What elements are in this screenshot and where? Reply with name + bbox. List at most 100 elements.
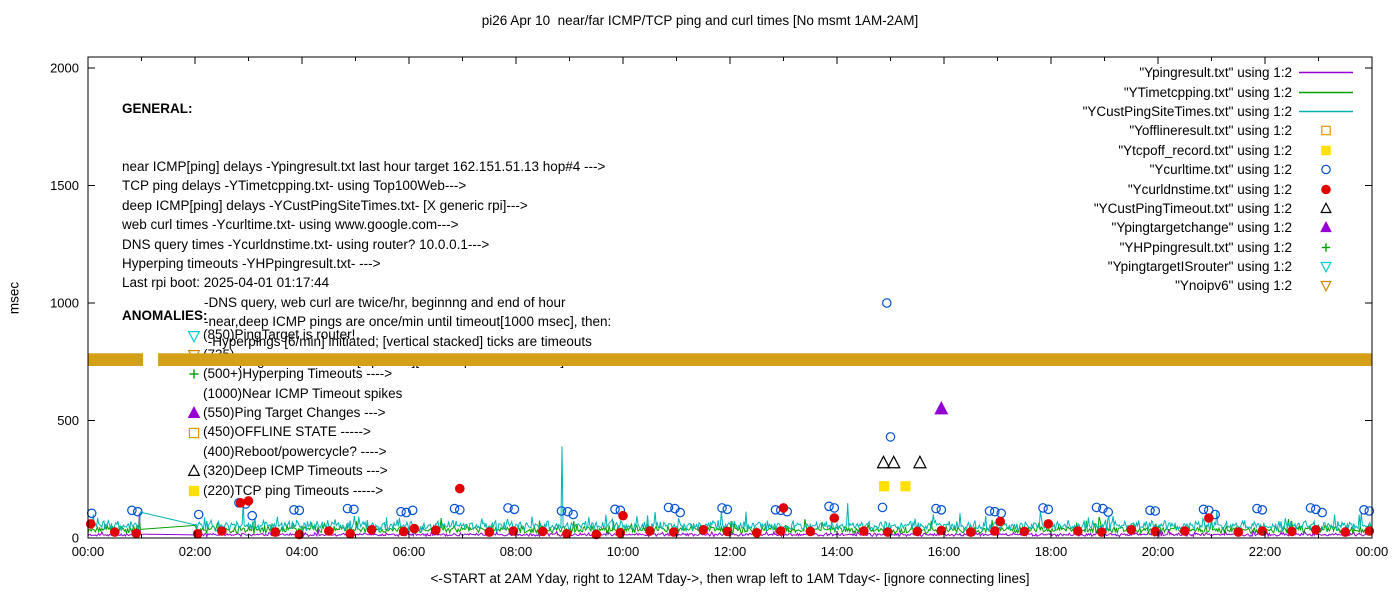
data-point bbox=[663, 502, 674, 513]
general-line: Last rpi boot: 2025-04-01 01:17:44 bbox=[122, 275, 330, 291]
data-point bbox=[1180, 526, 1190, 536]
anomalies-heading: ANOMALIES: bbox=[122, 308, 208, 323]
data-point bbox=[591, 529, 602, 540]
line-YCustPingSiteTimes.txt bbox=[87, 446, 1373, 534]
data-point bbox=[1364, 506, 1375, 516]
anomaly-text: (320)Deep ICMP Timeouts ---> bbox=[203, 463, 388, 479]
general-line: web curl times -Ycurltime.txt- using www… bbox=[122, 217, 459, 233]
data-point bbox=[86, 508, 97, 519]
chart-title: pi26 Apr 10 near/far ICMP/TCP ping and c… bbox=[481, 13, 919, 28]
legend-item: "Ypingresult.txt" using 1:2 bbox=[1083, 63, 1356, 82]
legend-label: "Ypingresult.txt" using 1:2 bbox=[1139, 65, 1292, 81]
data-point bbox=[294, 505, 305, 516]
data-point bbox=[1204, 513, 1214, 523]
x-tick-label: 04:00 bbox=[286, 544, 319, 559]
anomaly-item: (400)Reboot/powercycle? ----> bbox=[186, 442, 402, 461]
data-point bbox=[610, 504, 620, 515]
data-point bbox=[1098, 503, 1108, 514]
data-point bbox=[484, 527, 495, 537]
data-point bbox=[1364, 526, 1375, 536]
data-point bbox=[912, 526, 923, 537]
data-point bbox=[1043, 519, 1054, 529]
data-point bbox=[509, 504, 520, 515]
data-point bbox=[1257, 526, 1268, 536]
square-open-icon bbox=[1321, 126, 1331, 136]
legend-marker bbox=[1296, 123, 1356, 138]
legend-item: "YCustPingSiteTimes.txt" using 1:2 bbox=[1083, 102, 1356, 121]
legend: "Ypingresult.txt" using 1:2 "YTimetcpping… bbox=[1083, 63, 1356, 296]
legend-marker bbox=[1296, 201, 1356, 216]
data-point bbox=[881, 298, 892, 308]
square-filled-icon bbox=[1321, 145, 1331, 156]
x-tick-label: 18:00 bbox=[1035, 544, 1068, 559]
x-tick-label: 12:00 bbox=[714, 544, 747, 559]
triangle-up-filled-icon bbox=[187, 406, 201, 419]
data-point bbox=[270, 527, 281, 537]
y-tick-label: 2000 bbox=[50, 61, 79, 76]
legend-label: "YpingtargetISrouter" using 1:2 bbox=[1107, 259, 1292, 275]
data-point bbox=[1073, 526, 1083, 536]
data-point bbox=[1103, 507, 1113, 517]
legend-marker bbox=[1296, 104, 1356, 119]
data-point bbox=[936, 525, 947, 536]
legend-item: "Ycurltime.txt" using 1:2 bbox=[1083, 160, 1356, 179]
anomaly-text: (500+)Hyperping Timeouts ----> bbox=[203, 366, 393, 382]
data-point bbox=[1150, 506, 1161, 516]
data-point bbox=[193, 509, 204, 520]
general-line: near ICMP[ping] delays -Ypingresult.txt … bbox=[122, 159, 606, 175]
plus-open-icon bbox=[1321, 243, 1331, 252]
legend-label: "Ycurldnstime.txt" using 1:2 bbox=[1127, 181, 1292, 197]
legend-marker bbox=[1296, 220, 1356, 235]
legend-item: "Ynoipv6" using 1:2 bbox=[1083, 276, 1356, 295]
anomaly-text: (450)OFFLINE STATE -----> bbox=[203, 424, 371, 440]
x-tick-label: 00:00 bbox=[1356, 544, 1389, 559]
anomaly-item: (220)TCP ping Timeouts -----> bbox=[186, 481, 402, 500]
circle-open-icon bbox=[1321, 164, 1331, 175]
anomaly-item: (320)Deep ICMP Timeouts ---> bbox=[186, 461, 402, 480]
triangle-up-open-icon bbox=[187, 464, 201, 477]
y-tick-label: 0 bbox=[72, 531, 79, 546]
x-tick-label: 08:00 bbox=[500, 544, 533, 559]
legend-label: "YTimetcpping.txt" using 1:2 bbox=[1123, 84, 1292, 100]
data-point bbox=[934, 401, 949, 415]
data-point bbox=[294, 529, 305, 540]
data-point bbox=[454, 483, 465, 494]
data-point bbox=[882, 527, 893, 537]
general-line: -near,deep ICMP pings are once/min until… bbox=[204, 314, 612, 330]
legend-marker bbox=[1296, 143, 1356, 158]
data-point bbox=[1038, 503, 1048, 513]
data-point bbox=[1359, 504, 1369, 515]
data-point bbox=[1317, 507, 1327, 518]
data-point bbox=[110, 527, 120, 537]
data-point bbox=[877, 502, 888, 513]
square-filled-icon bbox=[188, 485, 200, 496]
data-point bbox=[1126, 524, 1137, 535]
data-point bbox=[936, 504, 947, 515]
data-point bbox=[675, 507, 685, 518]
noipv6-band bbox=[88, 353, 144, 366]
triangle-up-open-icon bbox=[1320, 201, 1332, 214]
data-point bbox=[349, 504, 359, 515]
legend-label: "Ynoipv6" using 1:2 bbox=[1175, 278, 1292, 294]
anomaly-item: (1000)Near ICMP Timeout spikes bbox=[186, 384, 402, 403]
legend-label: "Ytcpoff_record.txt" using 1:2 bbox=[1118, 142, 1292, 158]
data-point bbox=[1233, 527, 1244, 537]
data-point bbox=[698, 524, 709, 535]
axis-ticks: 00:00 02:00 04:00 06:00 08:00 10:00 12:00 14:00… bbox=[50, 57, 1388, 559]
data-point bbox=[931, 503, 941, 514]
legend-item: "YHPpingresult.txt" using 1:2 bbox=[1083, 238, 1356, 257]
legend-label: "Yofflineresult.txt" using 1:2 bbox=[1129, 123, 1292, 139]
general-line: Hyperping timeouts -YHPpingresult.txt- -… bbox=[122, 256, 381, 272]
legend-marker bbox=[1296, 162, 1356, 177]
data-point bbox=[858, 526, 869, 536]
legend-label: "YCustPingSiteTimes.txt" using 1:2 bbox=[1082, 103, 1292, 119]
legend-marker bbox=[1296, 182, 1356, 197]
data-point bbox=[556, 506, 567, 516]
data-point bbox=[829, 513, 840, 523]
legend-marker bbox=[1296, 85, 1356, 100]
legend-item: "Yofflineresult.txt" using 1:2 bbox=[1083, 121, 1356, 140]
x-tick-label: 16:00 bbox=[928, 544, 961, 559]
data-point bbox=[805, 526, 816, 537]
